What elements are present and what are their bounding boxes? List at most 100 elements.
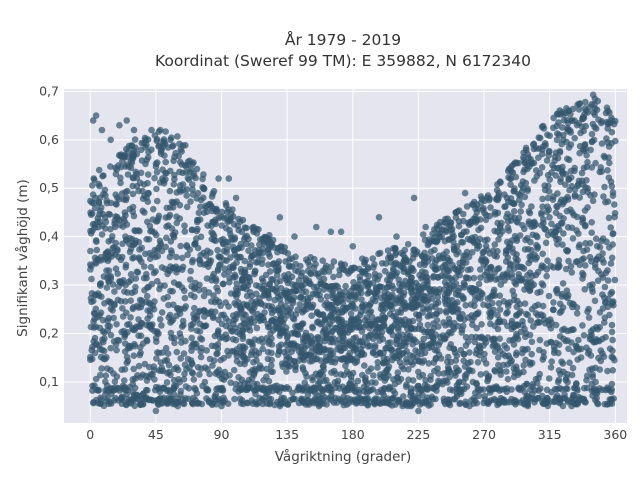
data-point <box>314 333 322 341</box>
data-point <box>565 257 572 265</box>
data-point <box>316 397 323 405</box>
data-point <box>464 235 472 243</box>
data-point <box>124 321 131 329</box>
data-point <box>228 327 235 335</box>
data-point <box>564 397 571 404</box>
data-point <box>486 250 494 257</box>
data-point <box>525 220 533 228</box>
data-point <box>131 384 139 392</box>
data-point <box>538 164 546 171</box>
data-point <box>336 385 343 392</box>
data-point <box>128 235 136 243</box>
data-point <box>184 174 192 182</box>
data-point <box>140 263 148 270</box>
data-point <box>507 199 515 206</box>
data-point <box>548 358 555 365</box>
data-point <box>444 358 451 366</box>
data-point <box>554 190 561 197</box>
data-point <box>151 376 158 383</box>
data-point <box>200 184 208 192</box>
data-point <box>460 294 467 302</box>
data-point <box>146 307 154 315</box>
data-point <box>356 286 364 293</box>
data-point <box>122 212 129 219</box>
data-point <box>543 386 551 394</box>
data-point <box>606 345 614 353</box>
data-point <box>255 365 263 372</box>
data-point <box>197 335 204 342</box>
data-point <box>460 210 467 218</box>
data-point <box>259 345 267 353</box>
data-point <box>163 379 171 386</box>
data-point <box>180 350 188 357</box>
data-point <box>332 355 340 363</box>
data-point <box>606 396 613 403</box>
data-point <box>303 256 310 264</box>
data-point <box>501 191 508 198</box>
data-point <box>171 365 178 373</box>
data-point <box>503 345 511 352</box>
x-tick-label: 270 <box>472 427 496 442</box>
data-point <box>574 356 581 363</box>
data-point <box>475 392 483 400</box>
data-point <box>355 386 363 394</box>
data-point <box>158 264 166 271</box>
data-point <box>328 358 335 366</box>
data-point <box>399 265 407 272</box>
data-point <box>160 177 167 185</box>
data-point <box>354 377 362 385</box>
data-point <box>299 289 306 296</box>
data-point <box>592 396 599 404</box>
data-point <box>401 321 408 329</box>
data-point <box>222 322 230 330</box>
data-point <box>98 126 106 134</box>
data-point <box>579 322 586 329</box>
data-point <box>407 402 415 410</box>
data-point <box>458 329 466 336</box>
data-point <box>197 203 204 211</box>
data-point <box>437 355 445 362</box>
data-point <box>92 258 99 266</box>
data-point <box>379 396 387 403</box>
data-point <box>201 378 209 386</box>
data-point <box>588 336 596 344</box>
data-point <box>246 263 253 271</box>
data-point <box>162 214 170 221</box>
data-point <box>471 297 479 304</box>
data-point <box>560 198 568 206</box>
data-point <box>363 396 371 403</box>
data-point <box>588 138 596 145</box>
data-point <box>157 150 165 157</box>
data-point <box>498 219 505 227</box>
data-point <box>461 363 469 370</box>
data-point <box>157 359 165 366</box>
data-point <box>545 152 553 159</box>
data-point <box>153 137 160 145</box>
data-point <box>130 126 138 134</box>
data-point <box>494 354 502 361</box>
data-point <box>479 249 487 256</box>
data-point <box>305 397 313 404</box>
data-point <box>153 197 161 205</box>
data-point <box>189 186 196 193</box>
data-point <box>539 122 547 130</box>
data-point <box>87 266 94 273</box>
data-point <box>215 316 222 324</box>
data-point <box>308 357 316 365</box>
data-point <box>542 397 550 404</box>
data-point <box>593 242 601 250</box>
data-point <box>544 194 552 202</box>
data-point <box>230 366 238 374</box>
data-point <box>134 269 142 276</box>
data-point <box>190 320 197 327</box>
data-point <box>177 146 184 153</box>
data-point <box>446 319 453 326</box>
data-point <box>365 289 373 296</box>
data-point <box>550 114 557 122</box>
data-point <box>588 164 596 171</box>
data-point <box>409 341 417 348</box>
data-point <box>197 233 205 241</box>
data-point <box>214 341 222 348</box>
data-point <box>574 182 582 190</box>
data-point <box>292 311 300 318</box>
